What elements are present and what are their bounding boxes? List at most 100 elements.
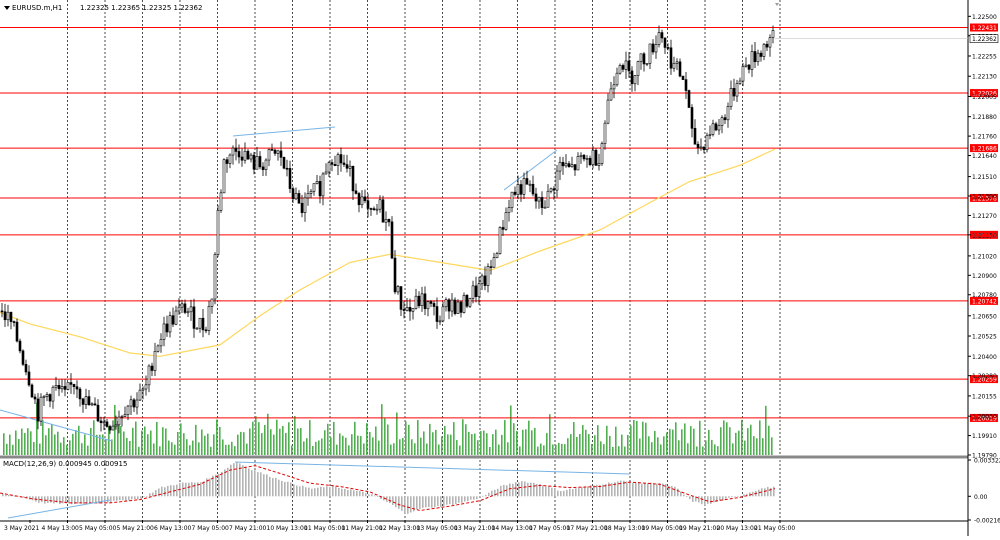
candle-body[interactable] — [390, 221, 394, 259]
macd-trendline-lower[interactable] — [7, 499, 111, 519]
candle-body[interactable] — [126, 405, 130, 415]
candle-body[interactable] — [243, 150, 247, 161]
candle-body[interactable] — [597, 163, 601, 166]
candle-body[interactable] — [621, 65, 625, 70]
candle-body[interactable] — [0, 310, 4, 313]
candle-body[interactable] — [765, 43, 769, 48]
candle-body[interactable] — [120, 416, 124, 418]
candle-body[interactable] — [9, 311, 13, 322]
candle-body[interactable] — [192, 306, 196, 329]
candle-body[interactable] — [213, 254, 217, 300]
candle-body[interactable] — [309, 190, 313, 194]
candle-body[interactable] — [252, 154, 256, 170]
time-axis[interactable]: 3 May 2021 4 May 13:00 5 May 05:00 5 May 21… — [4, 520, 795, 532]
candle-body[interactable] — [12, 321, 16, 323]
candle-body[interactable] — [474, 285, 478, 297]
candle-body[interactable] — [420, 293, 424, 307]
candle-body[interactable] — [135, 399, 139, 408]
candle-body[interactable] — [15, 321, 19, 342]
candle-body[interactable] — [246, 150, 250, 160]
candle-body[interactable] — [423, 293, 427, 310]
candle-body[interactable] — [348, 165, 352, 169]
dropdown-triangle-icon[interactable] — [4, 6, 10, 10]
candle-body[interactable] — [438, 320, 442, 323]
candle-body[interactable] — [162, 323, 166, 340]
candle-body[interactable] — [18, 340, 22, 352]
candle-body[interactable] — [552, 188, 556, 191]
candle-body[interactable] — [225, 159, 229, 164]
candle-body[interactable] — [306, 193, 310, 199]
candle-body[interactable] — [468, 298, 472, 307]
candle-body[interactable] — [81, 398, 85, 405]
candle-body[interactable] — [321, 173, 325, 197]
candle-body[interactable] — [405, 307, 409, 311]
candle-body[interactable] — [45, 394, 49, 397]
candles[interactable] — [0, 25, 775, 434]
candle-body[interactable] — [417, 295, 421, 307]
candle-body[interactable] — [585, 157, 589, 160]
candle-body[interactable] — [516, 184, 520, 195]
candle-body[interactable] — [144, 384, 148, 390]
candle-body[interactable] — [114, 424, 118, 427]
candle-body[interactable] — [27, 371, 31, 386]
candle-body[interactable] — [708, 134, 712, 136]
candle-body[interactable] — [600, 143, 604, 164]
candle-body[interactable] — [543, 206, 547, 209]
candle-body[interactable] — [132, 399, 136, 408]
candle-body[interactable] — [297, 193, 301, 204]
candle-body[interactable] — [24, 364, 28, 373]
candle-body[interactable] — [681, 75, 685, 80]
candle-body[interactable] — [183, 303, 187, 313]
macd-trendline-upper[interactable] — [234, 461, 631, 475]
candle-body[interactable] — [726, 106, 730, 121]
candle-body[interactable] — [762, 43, 766, 57]
candle-body[interactable] — [591, 149, 595, 166]
candle-body[interactable] — [249, 154, 253, 160]
candle-body[interactable] — [519, 184, 523, 195]
candle-body[interactable] — [537, 197, 541, 202]
candle-body[interactable] — [657, 32, 661, 45]
candle-body[interactable] — [555, 170, 559, 191]
candle-body[interactable] — [399, 286, 403, 310]
candle-body[interactable] — [768, 37, 772, 48]
candle-body[interactable] — [531, 183, 535, 195]
candle-body[interactable] — [141, 388, 145, 391]
candle-body[interactable] — [756, 52, 760, 63]
candle-body[interactable] — [48, 394, 52, 402]
candle-body[interactable] — [66, 382, 70, 390]
candle-body[interactable] — [513, 191, 517, 195]
candle-body[interactable] — [351, 165, 355, 192]
candle-body[interactable] — [93, 403, 97, 406]
candle-body[interactable] — [90, 403, 94, 406]
candle-body[interactable] — [102, 421, 106, 424]
candle-body[interactable] — [138, 389, 142, 401]
shift-marker-icon[interactable] — [775, 3, 779, 6]
candle-body[interactable] — [654, 44, 658, 53]
candle-body[interactable] — [219, 192, 223, 211]
candle-body[interactable] — [495, 253, 499, 258]
candle-body[interactable] — [603, 122, 607, 144]
candle-body[interactable] — [210, 298, 214, 307]
candle-body[interactable] — [549, 188, 553, 192]
candle-body[interactable] — [327, 162, 331, 173]
candle-body[interactable] — [147, 365, 151, 386]
candle-body[interactable] — [234, 147, 238, 152]
candle-body[interactable] — [198, 317, 202, 329]
candle-body[interactable] — [627, 60, 631, 72]
candle-body[interactable] — [78, 388, 82, 400]
candle-body[interactable] — [336, 154, 340, 166]
candle-body[interactable] — [393, 257, 397, 293]
candle-body[interactable] — [540, 197, 544, 208]
candle-body[interactable] — [330, 162, 334, 165]
candle-body[interactable] — [711, 123, 715, 135]
candle-body[interactable] — [648, 43, 652, 64]
candle-body[interactable] — [63, 386, 67, 390]
candle-body[interactable] — [216, 210, 220, 255]
candle-body[interactable] — [441, 306, 445, 322]
candle-body[interactable] — [237, 151, 241, 158]
candle-body[interactable] — [735, 83, 739, 97]
candle-body[interactable] — [609, 88, 613, 101]
candle-body[interactable] — [180, 303, 184, 308]
candle-body[interactable] — [6, 311, 10, 321]
candle-body[interactable] — [666, 47, 670, 49]
